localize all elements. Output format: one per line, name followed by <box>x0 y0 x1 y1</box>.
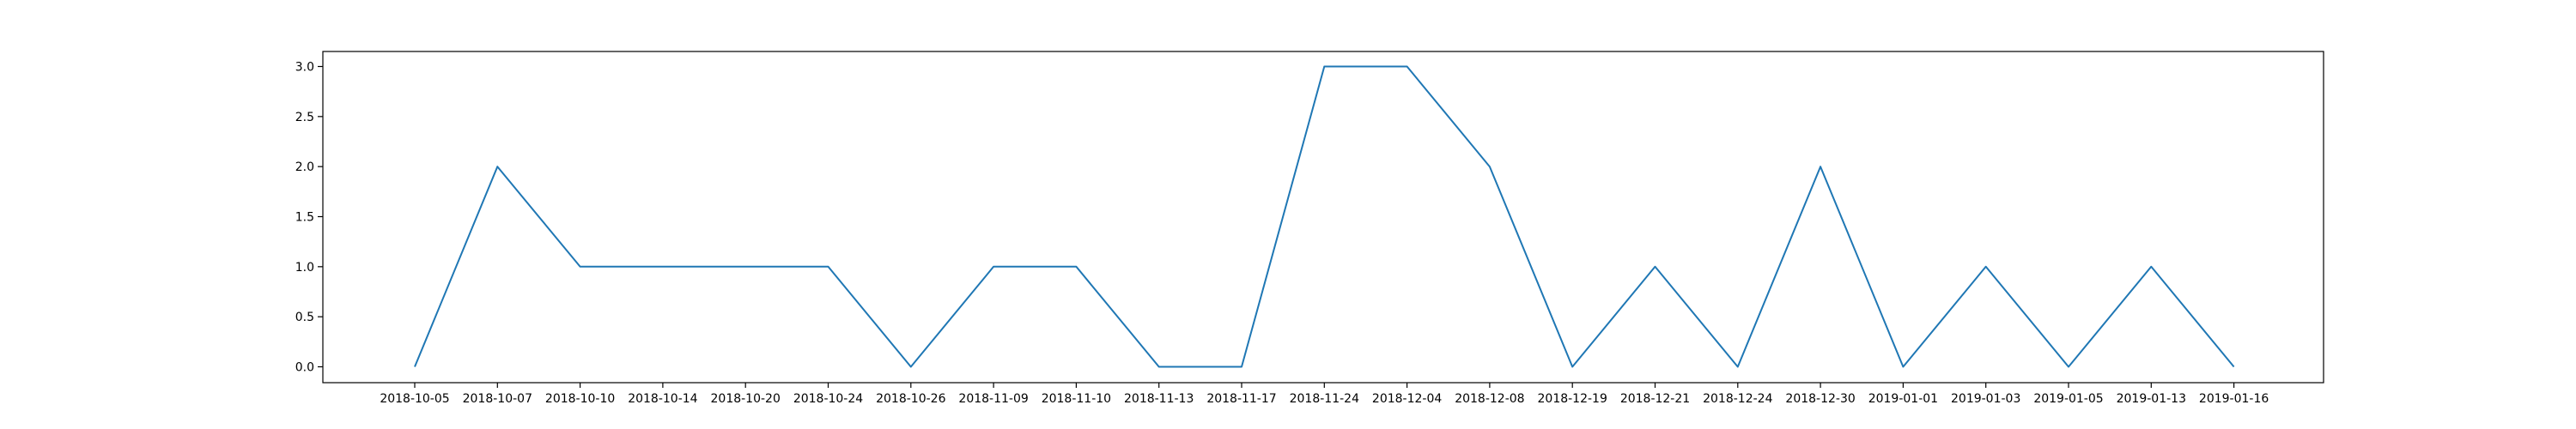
x-tick-label: 2019-01-05 <box>2033 392 2103 406</box>
x-tick-label: 2019-01-16 <box>2199 392 2269 406</box>
y-tick-label: 2.5 <box>295 111 314 124</box>
y-tick-label: 1.5 <box>295 211 314 225</box>
y-tick-label: 0.0 <box>295 361 314 375</box>
y-tick-label: 1.0 <box>295 261 314 275</box>
x-tick-label: 2018-10-10 <box>545 392 615 406</box>
x-tick-label: 2019-01-01 <box>1868 392 1938 406</box>
y-tick-label: 2.0 <box>295 160 314 174</box>
x-tick-label: 2018-12-24 <box>1703 392 1772 406</box>
y-axis: 0.0 0.5 1.0 1.5 2.0 2.5 3.0 <box>295 61 323 375</box>
x-tick-label: 2018-10-14 <box>628 392 697 406</box>
y-tick-label: 0.5 <box>295 311 314 324</box>
x-tick-label: 2018-12-19 <box>1538 392 1607 406</box>
x-tick-label: 2018-12-30 <box>1785 392 1855 406</box>
x-tick-label: 2019-01-13 <box>2117 392 2186 406</box>
x-tick-label: 2018-12-08 <box>1455 392 1524 406</box>
x-tick-label: 2018-10-24 <box>793 392 863 406</box>
x-tick-label: 2018-11-09 <box>958 392 1028 406</box>
x-axis: 2018-10-05 2018-10-07 2018-10-10 2018-10-14… <box>380 383 2269 406</box>
x-tick-label: 2018-11-13 <box>1124 392 1194 406</box>
x-tick-label: 2018-12-21 <box>1620 392 1690 406</box>
series-layer <box>414 65 2235 368</box>
x-tick-label: 2018-10-07 <box>463 392 532 406</box>
x-tick-label: 2018-10-05 <box>380 392 449 406</box>
x-tick-label: 2018-10-26 <box>876 392 945 406</box>
x-tick-label: 2018-11-24 <box>1290 392 1359 406</box>
y-tick-label: 3.0 <box>295 61 314 75</box>
x-tick-label: 2018-12-04 <box>1372 392 1442 406</box>
x-tick-label: 2018-11-17 <box>1206 392 1276 406</box>
x-tick-label: 2018-10-20 <box>711 392 781 406</box>
plot-frame <box>322 51 2324 384</box>
x-tick-label: 2018-11-10 <box>1042 392 1111 406</box>
x-tick-label: 2019-01-03 <box>1951 392 2020 406</box>
